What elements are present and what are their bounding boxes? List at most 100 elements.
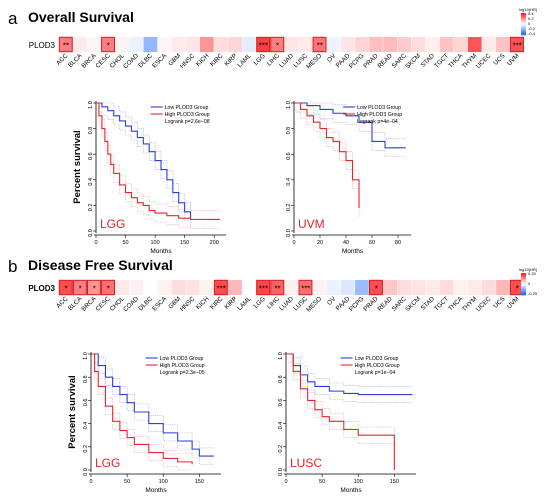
colorbar-tick-os-2: 0 <box>528 21 531 26</box>
heatmap-sig-box-dfs-BRCA <box>87 279 101 296</box>
heatmap-cell-dfs-OV <box>326 280 341 295</box>
heatmap-cell-dfs-BLCA <box>73 280 87 295</box>
heatmap-cell-dfs-HNSC <box>185 280 200 295</box>
heatmap-col-label-dfs-SKCM: SKCM <box>404 295 422 313</box>
colorbar-step-os-3 <box>521 19 526 23</box>
heatmap-sig-dfs-KIRC: *** <box>216 284 225 293</box>
km-xtick-label-dfs-lgg-3: 150 <box>195 479 204 485</box>
heatmap-cell-dfs-STAD <box>425 280 440 295</box>
heatmap-cell-os-KIRP <box>228 37 242 52</box>
heatmap-col-label-dfs-PRAD: PRAD <box>362 295 380 313</box>
km-ytick-label-os-uvm-2: 0.4 <box>286 178 292 186</box>
heatmap-cell-os-PCPG <box>355 37 369 52</box>
heatmap-sig-os-ACC: ** <box>63 41 69 50</box>
km-ci-dfs-lgg-0-0 <box>91 361 214 465</box>
heatmap-col-label-dfs-KIRC: KIRC <box>209 295 225 311</box>
heatmap-cell-os-ACC <box>59 37 73 52</box>
km-ytick-label-os-uvm-0: 0.0 <box>286 229 292 237</box>
km-xlabel-dfs-lusc: Months <box>340 487 362 494</box>
heatmap-col-label-dfs-THYM: THYM <box>461 295 479 313</box>
km-ci-os-uvm-0-0 <box>294 111 406 158</box>
heatmap-sig-box-dfs-PRAD <box>369 279 383 296</box>
heatmap-row-label-os: PLOD3 <box>29 41 56 50</box>
km-xtick-label-dfs-lusc-2: 100 <box>354 479 363 485</box>
km-ytick-label-os-lgg-2: 0.4 <box>88 178 94 186</box>
heatmap-col-label-os-COAD: COAD <box>122 52 140 70</box>
heatmap-sig-dfs-LIHC: ** <box>274 284 280 293</box>
colorbar-title-os: log10(HR) <box>519 7 538 12</box>
heatmap-col-label-dfs-KICH: KICH <box>195 295 211 311</box>
heatmap-cell-dfs-READ <box>383 280 397 295</box>
km-ytick-label-os-uvm-4: 0.8 <box>286 127 292 135</box>
heatmap-sig-box-dfs-CESC <box>101 279 115 296</box>
km-xtick-label-dfs-lgg-0: 0 <box>89 479 92 485</box>
colorbar-tick-dfs-1: 0 <box>528 281 531 286</box>
km-ytick-label-dfs-lusc-0: 0.0 <box>278 468 284 476</box>
km-panel-label-dfs-lgg: LGG <box>95 456 120 470</box>
heatmap-cell-os-LGG <box>256 37 271 52</box>
colorbar-tick-os-3: -0.2 <box>528 26 536 31</box>
heatmap-cell-dfs-LIHC <box>270 280 285 295</box>
km-xlabel-os-lgg: Months <box>150 248 172 255</box>
heatmap-col-label-os-MESO: MESO <box>305 52 323 70</box>
heatmap-cell-os-OV <box>326 37 341 52</box>
km-ci-os-lgg-0-1 <box>96 102 191 210</box>
heatmap-sig-dfs-BLCA: * <box>79 284 82 293</box>
km-xtick-label-dfs-lusc-0: 0 <box>284 479 287 485</box>
km-ytick-label-dfs-lusc-1: 0.2 <box>278 445 284 453</box>
heatmap-sig-os-CESC: * <box>107 41 110 50</box>
km-ci-os-lgg-1-1 <box>96 102 221 211</box>
heatmap-cell-dfs-COAD <box>129 280 144 295</box>
km-legend-label-dfs-lusc-1: High PLOD3 Group <box>355 363 400 369</box>
heatmap-sig-box-os-MESO <box>312 36 327 53</box>
km-ytick-label-os-lgg-3: 0.6 <box>88 152 94 160</box>
colorbar-step-dfs-0 <box>521 273 526 276</box>
heatmap-sig-box-dfs-LGG <box>256 279 271 296</box>
heatmap-cell-os-THYM <box>467 37 482 52</box>
km-xlabel-dfs-lgg: Months <box>145 487 167 494</box>
heatmap-cell-dfs-ESCA <box>157 280 172 295</box>
heatmap-col-label-dfs-ESCA: ESCA <box>151 295 169 313</box>
heatmap-col-label-dfs-LGG: LGG <box>253 295 267 309</box>
km-ytick-label-dfs-lgg-1: 0.2 <box>83 445 89 453</box>
colorbar-tick-os-4: -0.4 <box>528 31 536 36</box>
heatmap-cell-os-SARC <box>397 37 412 52</box>
heatmap-cell-os-SKCM <box>411 37 426 52</box>
km-curve-dfs-lgg-1 <box>91 353 193 465</box>
heatmap-cell-dfs-THCA <box>453 280 468 295</box>
km-xtick-label-os-lgg-3: 150 <box>180 240 189 246</box>
heatmap-col-label-dfs-LAML: LAML <box>236 295 253 312</box>
heatmap-col-label-os-LUAD: LUAD <box>278 52 295 69</box>
km-logrank-os-uvm: Logrank p=4e−04 <box>357 119 398 125</box>
colorbar-step-os-1 <box>521 15 526 18</box>
heatmap-cell-dfs-PRAD <box>369 280 383 295</box>
heatmap-cell-os-PRAD <box>369 37 383 52</box>
heatmap-cell-dfs-ACC <box>59 280 73 295</box>
km-panel-label-os-lgg: LGG <box>100 217 125 231</box>
heatmap-cell-dfs-GBM <box>171 280 186 295</box>
colorbar-step-dfs-9 <box>521 292 526 296</box>
heatmap-cell-os-TGCT <box>439 37 454 52</box>
heatmap-col-label-os-HNSC: HNSC <box>179 52 197 70</box>
km-xtick-label-dfs-lgg-2: 100 <box>159 479 168 485</box>
colorbar-step-dfs-6 <box>521 286 526 289</box>
heatmap-sig-box-os-CESC <box>101 36 115 53</box>
colorbar-step-os-4 <box>521 21 526 25</box>
heatmap-cell-os-UCEC <box>482 37 496 52</box>
colorbar-step-os-9 <box>521 32 526 36</box>
heatmap-cell-dfs-PCPG <box>355 280 369 295</box>
km-legend-label-dfs-lusc-0: Low PLOD3 Group <box>355 356 399 362</box>
colorbar-step-dfs-2 <box>521 277 526 280</box>
colorbar-tick-os-1: 0.2 <box>528 16 534 21</box>
km-xtick-label-os-lgg-4: 200 <box>210 240 219 246</box>
km-xtick-label-os-uvm-2: 40 <box>343 240 349 246</box>
heatmap-sig-box-dfs-LIHC <box>270 279 285 296</box>
heatmap-cell-dfs-CHOL <box>115 280 130 295</box>
km-ytick-label-os-lgg-1: 0.2 <box>88 204 94 212</box>
heatmap-cell-os-STAD <box>425 37 440 52</box>
heatmap-cell-os-LUAD <box>284 37 299 52</box>
colorbar-tick-dfs-2: -0.25 <box>528 291 538 296</box>
km-legend-label-os-lgg-0: Low PLOD3 Group <box>165 105 209 111</box>
km-ci-dfs-lusc-0-0 <box>286 361 413 404</box>
heatmap-sig-box-dfs-ACC <box>58 279 73 296</box>
